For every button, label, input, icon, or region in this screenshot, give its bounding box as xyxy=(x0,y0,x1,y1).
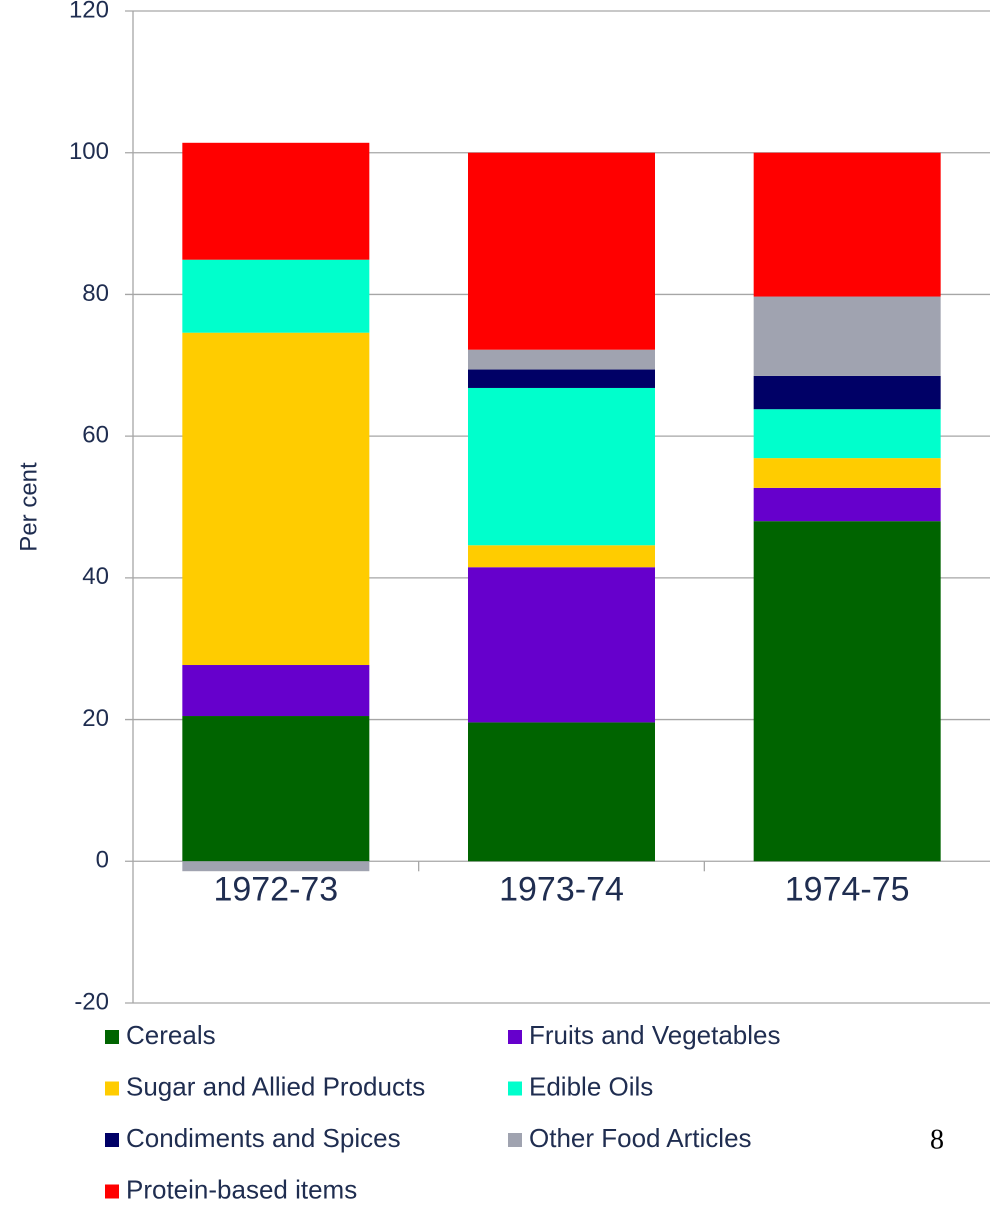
legend-label: Sugar and Allied Products xyxy=(126,1071,425,1101)
bar-segment xyxy=(182,861,370,872)
bar-segment xyxy=(182,332,370,666)
bar-segment xyxy=(468,152,655,350)
bar-segment xyxy=(753,152,941,297)
bar-segment xyxy=(753,458,941,488)
x-tick-label: 1973-74 xyxy=(499,870,624,908)
bar-segment xyxy=(182,142,370,260)
y-tick-label: 0 xyxy=(96,847,109,874)
bar-segment xyxy=(182,716,370,862)
legend-swatch xyxy=(105,1081,119,1096)
bar-segment xyxy=(468,545,655,568)
bar-segment xyxy=(753,487,941,522)
legend-label: Condiments and Spices xyxy=(126,1123,401,1153)
bar-segment xyxy=(182,259,370,333)
legend-swatch xyxy=(508,1081,522,1096)
bar-segment xyxy=(468,369,655,388)
legend-swatch xyxy=(105,1133,119,1147)
y-axis-label: Per cent xyxy=(15,462,42,552)
bar-segment xyxy=(468,387,655,546)
page-number: 8 xyxy=(930,1124,944,1155)
bar-segment xyxy=(753,375,941,410)
legend-label: Protein-based items xyxy=(126,1174,357,1204)
legend-swatch xyxy=(105,1184,119,1199)
bar-segment xyxy=(468,567,655,723)
x-tick-label: 1972-73 xyxy=(213,870,338,908)
legend-label: Other Food Articles xyxy=(529,1123,752,1153)
bar-segment xyxy=(468,349,655,370)
y-tick-label: 40 xyxy=(82,563,109,590)
legend-swatch xyxy=(508,1133,522,1147)
bar-segment xyxy=(753,521,941,862)
x-tick-label: 1974-75 xyxy=(785,870,910,908)
y-tick-label: -20 xyxy=(74,988,109,1015)
y-tick-label: 120 xyxy=(69,0,109,23)
legend-label: Edible Oils xyxy=(529,1071,653,1101)
y-tick-label: 100 xyxy=(69,138,109,165)
y-tick-label: 60 xyxy=(82,421,109,448)
legend-swatch xyxy=(508,1030,522,1044)
y-tick-label: 80 xyxy=(82,280,109,307)
legend-swatch xyxy=(105,1030,119,1044)
y-tick-label: 20 xyxy=(82,705,109,732)
bar-segment xyxy=(753,296,941,376)
legend-label: Cereals xyxy=(126,1020,216,1050)
bar-segment xyxy=(182,665,370,717)
bar-segment xyxy=(468,722,655,862)
bar-segment xyxy=(753,409,941,459)
legend-label: Fruits and Vegetables xyxy=(529,1020,781,1050)
